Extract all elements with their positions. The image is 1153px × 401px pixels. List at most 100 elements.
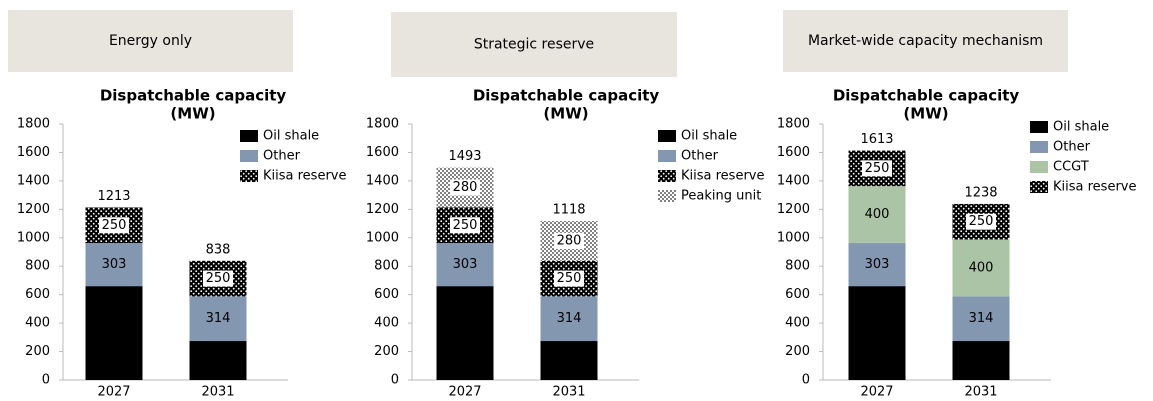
value-label: 250 — [969, 214, 994, 229]
value-label: 250 — [865, 161, 890, 176]
value-label: 280 — [557, 233, 582, 248]
legend-swatch — [658, 150, 676, 162]
legend-label: Kiisa reserve — [263, 169, 346, 184]
value-label-box — [203, 270, 233, 287]
total-label: 838 — [206, 242, 231, 257]
value-label: 250 — [557, 271, 582, 286]
total-label: 1613 — [860, 132, 893, 147]
legend-label: Oil shale — [263, 129, 319, 144]
bar-segment — [85, 286, 143, 380]
value-label-box — [554, 270, 584, 287]
legend-swatch — [1030, 161, 1048, 173]
legend-label: Oil shale — [681, 129, 737, 144]
x-tick-label: 2027 — [97, 385, 130, 400]
y-tick-label: 1400 — [366, 173, 399, 188]
y-tick-label: 400 — [25, 316, 50, 331]
chart-title: Dispatchable capacity — [100, 87, 287, 105]
value-label-box — [862, 160, 892, 177]
legend-swatch — [658, 130, 676, 142]
y-tick-label: 1400 — [777, 173, 810, 188]
value-label: 400 — [969, 260, 994, 275]
y-tick-label: 600 — [25, 287, 50, 302]
legend-label: Oil shale — [1053, 120, 1109, 135]
bar-segment — [189, 341, 247, 380]
bar-segment — [848, 286, 906, 380]
value-label-box — [450, 179, 480, 196]
y-tick-label: 0 — [802, 373, 810, 388]
legend-label: CCGT — [1053, 160, 1089, 175]
y-tick-label: 0 — [391, 373, 399, 388]
legend-swatch — [1030, 181, 1048, 193]
value-label: 250 — [102, 218, 127, 233]
x-tick-label: 2031 — [552, 385, 585, 400]
bar-segment — [848, 243, 906, 287]
total-label: 1493 — [448, 149, 481, 164]
value-label: 274 — [969, 353, 994, 368]
total-label: 1213 — [97, 189, 130, 204]
legend-swatch — [1030, 121, 1048, 133]
panel-header-text: Energy only — [109, 33, 192, 49]
legend-swatch — [240, 150, 258, 162]
bar-segment — [85, 243, 143, 287]
value-label-box — [450, 217, 480, 234]
y-tick-label: 800 — [374, 259, 399, 274]
legend-swatch — [240, 170, 258, 182]
y-tick-label: 1600 — [366, 145, 399, 160]
value-label-box — [99, 217, 129, 234]
legend-swatch — [1030, 141, 1048, 153]
panel-header — [391, 12, 677, 77]
bar-segment — [952, 239, 1010, 297]
y-tick-label: 1600 — [777, 145, 810, 160]
y-tick-label: 1400 — [17, 173, 50, 188]
bar-segment — [436, 243, 494, 287]
y-tick-label: 200 — [785, 344, 810, 359]
legend-label: Peaking unit — [681, 189, 761, 204]
y-tick-label: 1200 — [777, 202, 810, 217]
chart-title: Dispatchable capacity — [833, 87, 1020, 105]
value-label: 314 — [206, 311, 231, 326]
y-tick-label: 200 — [25, 344, 50, 359]
panel-header — [8, 10, 293, 72]
total-label: 1238 — [964, 185, 997, 200]
bar-segment — [436, 286, 494, 380]
y-tick-label: 1000 — [17, 230, 50, 245]
x-tick-label: 2031 — [964, 385, 997, 400]
y-tick-label: 1600 — [17, 145, 50, 160]
x-tick-label: 2027 — [448, 385, 481, 400]
bar-segment — [952, 296, 1010, 342]
chart-title: (MW) — [543, 105, 588, 123]
value-label: 660 — [453, 326, 478, 341]
bar-segment — [952, 341, 1010, 380]
chart-title: Dispatchable capacity — [473, 87, 660, 105]
value-label: 400 — [865, 207, 890, 222]
y-tick-label: 200 — [374, 344, 399, 359]
value-label-box — [554, 232, 584, 249]
value-label: 303 — [453, 257, 478, 272]
chart-title: (MW) — [903, 105, 948, 123]
legend-swatch — [240, 130, 258, 142]
panel-header — [783, 10, 1068, 72]
total-label: 1118 — [552, 202, 585, 217]
value-label: 303 — [865, 257, 890, 272]
value-label: 314 — [557, 311, 582, 326]
legend-label: Other — [681, 149, 719, 164]
legend-swatch — [658, 190, 676, 202]
value-label: 280 — [453, 180, 478, 195]
legend-label: Other — [263, 149, 301, 164]
panel-header-text: Market-wide capacity mechanism — [808, 33, 1043, 49]
value-label: 314 — [969, 311, 994, 326]
value-label: 250 — [206, 271, 231, 286]
value-label: 274 — [206, 353, 231, 368]
y-tick-label: 600 — [785, 287, 810, 302]
legend-swatch — [658, 170, 676, 182]
bar-segment — [540, 341, 598, 380]
y-tick-label: 0 — [42, 373, 50, 388]
x-tick-label: 2031 — [201, 385, 234, 400]
y-tick-label: 600 — [374, 287, 399, 302]
y-tick-label: 1800 — [777, 117, 810, 132]
y-tick-label: 1800 — [366, 117, 399, 132]
y-tick-label: 1800 — [17, 117, 50, 132]
x-tick-label: 2027 — [860, 385, 893, 400]
chart-title: (MW) — [170, 105, 215, 123]
